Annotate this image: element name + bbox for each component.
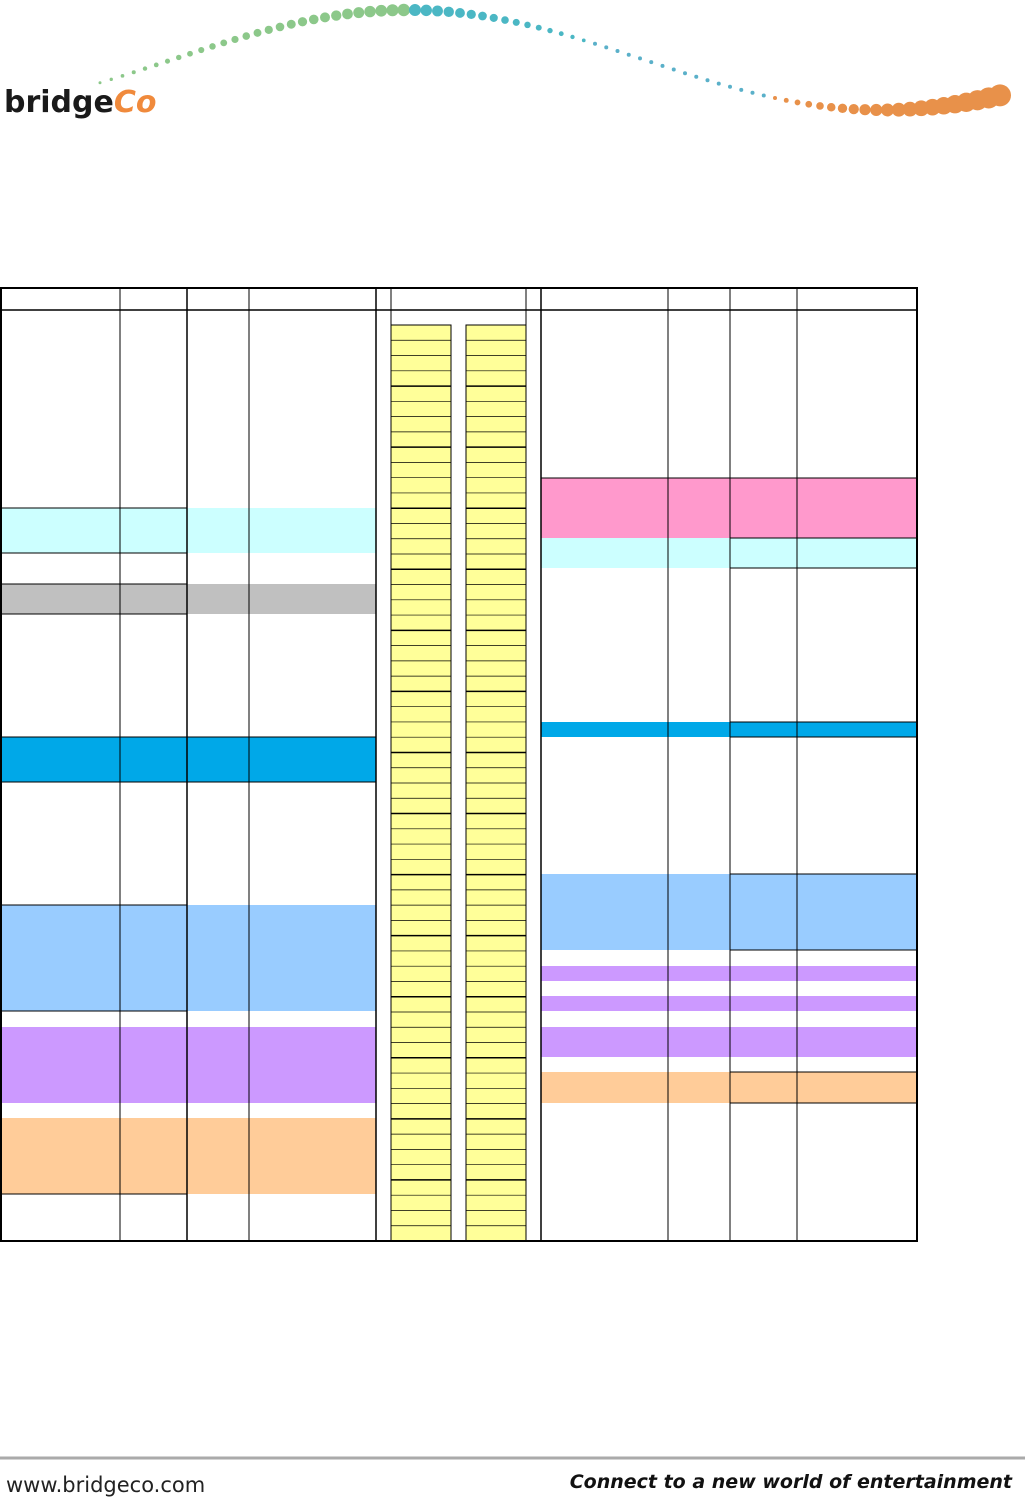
wave-dot — [331, 10, 342, 21]
wave-dot — [547, 27, 553, 34]
wave-dot — [187, 50, 193, 57]
wave-dot — [593, 41, 597, 46]
cell-fill — [1, 1027, 376, 1103]
wave-dot — [671, 67, 676, 72]
wave-dot — [176, 54, 182, 61]
wave-dot — [891, 102, 906, 117]
wave-dot — [728, 84, 732, 89]
wave-dot — [242, 32, 251, 40]
wave-dot — [253, 28, 262, 37]
wave-dot — [432, 5, 443, 17]
pin-table — [0, 287, 918, 1242]
wave-dot — [570, 34, 575, 40]
logo-part: bridge — [4, 85, 114, 120]
cell-fill — [541, 874, 916, 950]
wave-dot — [386, 4, 399, 17]
wave-dot — [761, 93, 766, 98]
wave-dot — [694, 74, 699, 79]
cell-fill — [1, 584, 376, 614]
logo-part: Co — [114, 85, 157, 120]
wave-dot — [794, 99, 801, 106]
wave-dot — [638, 56, 642, 61]
wave-dot — [209, 43, 216, 50]
wave-dot — [859, 104, 871, 116]
cell-fill — [541, 1027, 916, 1057]
wave-dot — [455, 8, 465, 18]
wave-dot — [375, 4, 388, 17]
wave-dot — [683, 71, 687, 76]
wave-dot — [881, 103, 894, 117]
cell-fill — [541, 966, 916, 981]
wave-dot — [478, 11, 487, 21]
wave-dot — [353, 7, 365, 19]
cell-fill — [541, 538, 916, 568]
wave-dot — [320, 12, 330, 23]
wave-dot — [98, 81, 102, 85]
wave-dot — [870, 103, 883, 117]
cell-fill — [541, 478, 916, 538]
wave-dot — [716, 81, 721, 86]
wave-dot — [805, 100, 813, 108]
cell-fill — [541, 1072, 916, 1103]
wave-dot — [837, 103, 848, 114]
wave-dot — [649, 60, 654, 65]
wave-dot — [264, 25, 273, 34]
footer-url: www.bridgeco.com — [6, 1473, 205, 1497]
table-border — [0, 287, 918, 1242]
wave-dot — [409, 4, 421, 17]
cell-fill — [541, 996, 916, 1011]
cell-fill — [1, 905, 376, 1011]
wave-dot — [524, 21, 531, 29]
wave-dot — [120, 73, 125, 78]
wave-dot — [164, 58, 171, 64]
wave-dot — [308, 14, 319, 25]
wave-dot — [827, 102, 836, 112]
wave-dot — [660, 63, 665, 68]
wave-dot — [535, 24, 542, 31]
wave-dot — [604, 45, 609, 50]
wave-dot — [512, 18, 520, 26]
wave-dot — [501, 16, 509, 24]
wave-dot — [902, 101, 918, 117]
wave-dot — [420, 4, 432, 17]
cell-fill — [1, 1118, 376, 1194]
cell-fill — [541, 722, 916, 737]
wave-dot — [342, 8, 353, 20]
wave-dot — [773, 96, 777, 101]
wave-dot — [131, 70, 136, 75]
wave-dot — [750, 90, 755, 95]
wave-dot — [783, 97, 789, 103]
wave-dot — [739, 87, 744, 92]
wave-decoration — [98, 3, 1011, 117]
wave-dot — [397, 3, 410, 17]
wave-dot — [581, 38, 586, 43]
wave-dot — [558, 31, 564, 37]
wave-dot — [142, 66, 148, 71]
footer-tagline: Connect to a new world of entertainment — [570, 1471, 1013, 1493]
wave-dot — [297, 17, 308, 27]
wave-dot — [109, 77, 113, 81]
wave-dot — [198, 46, 205, 54]
wave-dot — [231, 35, 239, 44]
wave-dot — [220, 39, 228, 47]
wave-dot — [848, 104, 859, 115]
wave-dot — [489, 13, 498, 22]
wave-dot — [989, 84, 1011, 107]
wave-dot — [153, 62, 159, 68]
wave-dot — [275, 22, 285, 32]
wave-dot — [705, 78, 710, 83]
wave-dot — [615, 49, 620, 54]
cell-fill — [1, 508, 376, 553]
logo-text: bridgeCo — [4, 85, 157, 120]
wave-dot — [626, 52, 631, 57]
wave-dot — [364, 5, 376, 18]
wave-dot — [443, 6, 454, 17]
cell-fill — [1, 737, 376, 782]
wave-dot — [816, 102, 824, 110]
wave-dot — [466, 9, 476, 19]
wave-dot — [286, 19, 296, 29]
